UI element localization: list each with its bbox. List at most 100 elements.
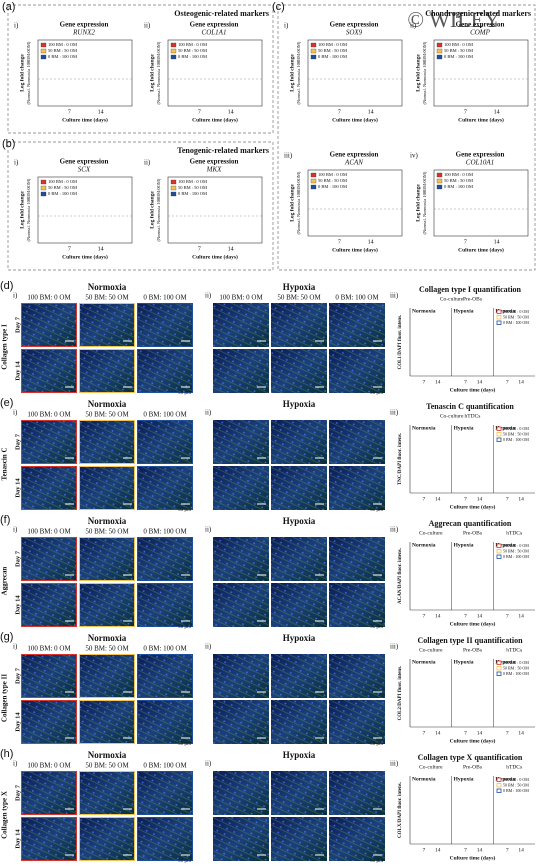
legend-label: 50 BM : 50 OM	[503, 665, 529, 670]
panel-label: (g)	[0, 631, 13, 643]
legend-swatch	[496, 543, 502, 548]
subpanel-label: i)	[14, 22, 19, 30]
plot-heading: Gene expression	[456, 21, 505, 29]
column-border	[137, 771, 193, 815]
subpanel-label: ii)	[144, 159, 151, 167]
day-label: Day 14	[14, 712, 21, 732]
legend-label: 0 BM : 100 OM	[503, 671, 529, 676]
micrograph-texture	[329, 466, 385, 510]
panel-box	[7, 141, 274, 271]
subpanel-label: iii)	[390, 526, 399, 534]
micrograph-texture	[21, 466, 77, 510]
micrograph-texture	[213, 700, 269, 744]
x-axis-label: Culture time (days)	[458, 246, 504, 253]
legend-label: 100 BM : 0 OM	[318, 172, 347, 177]
column-border	[21, 420, 77, 464]
column-border	[21, 700, 77, 744]
condition-label: 50 BM: 50 OM	[85, 528, 129, 536]
micrograph-texture	[21, 817, 77, 861]
y-axis-label: Log fold change	[149, 54, 155, 92]
x-axis-label: Culture time (days)	[332, 246, 378, 253]
micrograph-texture	[213, 583, 269, 627]
column-border	[137, 700, 193, 744]
legend-swatch	[496, 777, 502, 782]
x-tick-label: 7	[423, 496, 426, 502]
oxygen-title: Hypoxia	[283, 516, 316, 526]
x-tick-label: 14	[494, 109, 500, 115]
panel-label: (e)	[0, 397, 13, 409]
plot-frame	[307, 39, 403, 107]
subpanel-label: iii)	[390, 760, 399, 768]
x-tick-label: 7	[423, 847, 426, 853]
x-tick-label: 7	[423, 613, 426, 619]
x-tick-label: 14	[518, 847, 524, 853]
micrograph-texture	[79, 817, 135, 861]
micrograph-texture	[79, 583, 135, 627]
quant-title: Tenascin C quantification	[426, 402, 514, 411]
plot-frame	[307, 169, 403, 237]
section-label: Hypoxia	[454, 542, 474, 548]
column-border	[137, 349, 193, 393]
plot-frame	[37, 39, 133, 107]
subpanel-label: iv)	[410, 152, 418, 160]
legend-swatch	[40, 42, 47, 48]
x-axis-label: Culture time (days)	[450, 854, 496, 861]
legend-swatch	[436, 54, 443, 60]
y-axis-label: TNC/DAPI fluor. intens.	[398, 432, 403, 485]
oxygen-title: Hypoxia	[283, 750, 316, 760]
group-label: Co-culture	[440, 413, 464, 419]
micrograph-texture	[79, 349, 135, 393]
section-label: Hypoxia	[495, 542, 515, 548]
scale-bar-label: 50 μm	[178, 742, 191, 747]
micrograph-texture	[271, 654, 327, 698]
group-label: Co-culture	[419, 530, 443, 536]
legend-label: 0 BM : 100 OM	[444, 184, 473, 189]
subpanel-label: i)	[13, 409, 18, 417]
legend-label: 50 BM : 50 OM	[178, 185, 207, 190]
legend-label: 100 BM : 0 OM	[444, 42, 473, 47]
section-label: Hypoxia	[495, 425, 515, 431]
gene-name: MKX	[206, 166, 223, 174]
micrograph-texture	[137, 466, 193, 510]
gene-name: ACAN	[344, 159, 363, 167]
legend-label: 100 BM : 0 OM	[444, 172, 473, 177]
micrograph-texture	[137, 537, 193, 581]
column-border	[79, 466, 135, 510]
plot-heading: Gene expression	[60, 21, 109, 29]
column-border	[137, 583, 193, 627]
group-label: Pre-OBs	[463, 647, 482, 653]
y-axis-label: Log fold change	[415, 54, 421, 92]
micrograph-texture	[21, 771, 77, 815]
watermark: © WILEY	[407, 7, 500, 32]
subpanel-label: i)	[284, 22, 289, 30]
micrograph-texture	[21, 420, 77, 464]
condition-label: 0 BM: 100 OM	[335, 294, 379, 302]
column-border	[79, 349, 135, 393]
x-tick-label: 14	[435, 613, 441, 619]
x-tick-label: 7	[464, 496, 467, 502]
x-tick-label: 14	[477, 730, 483, 736]
legend-label: 50 BM : 50 OM	[318, 178, 347, 183]
condition-label: 100 BM: 0 OM	[27, 294, 71, 302]
x-tick-label: 7	[506, 730, 509, 736]
x-tick-label: 14	[435, 379, 441, 385]
micrograph-texture	[271, 303, 327, 347]
legend-label: 100 BM : 0 OM	[178, 42, 207, 47]
condition-label: 0 BM: 100 OM	[143, 294, 187, 302]
condition-label: 100 BM: 0 OM	[27, 411, 71, 419]
column-border	[137, 654, 193, 698]
plot-frame	[433, 39, 529, 107]
legend-swatch	[436, 48, 443, 54]
x-tick-label: 14	[518, 730, 524, 736]
y-axis-sublabel: (Normal. Normoxia 100BM:0OM)	[296, 171, 301, 234]
group-label: Co-culture	[419, 647, 443, 653]
column-border	[137, 817, 193, 861]
legend-label: 50 BM : 50 OM	[48, 48, 77, 53]
plot-frame	[37, 176, 133, 244]
x-tick-label: 14	[477, 613, 483, 619]
oxygen-title: Hypoxia	[283, 633, 316, 643]
group-label: Pre-OBs	[463, 530, 482, 536]
group-label: Co-culture	[419, 764, 443, 770]
column-border	[137, 537, 193, 581]
subpanel-label: i)	[13, 292, 18, 300]
